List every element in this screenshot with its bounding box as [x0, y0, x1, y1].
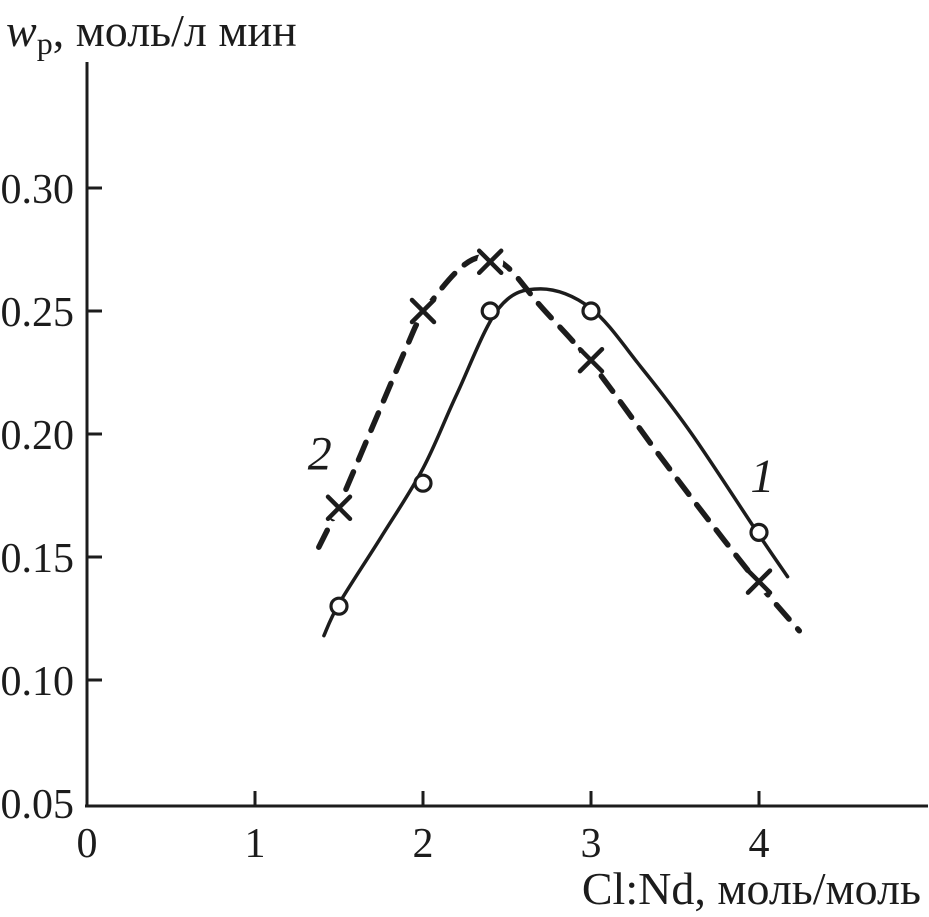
circle-marker: [749, 522, 769, 543]
series-2-label: 2: [308, 428, 332, 481]
y-axis-title: wp, моль/л мин: [6, 5, 297, 59]
y-tick-label: 0.15: [1, 536, 75, 582]
y-axis-units: , моль/л мин: [52, 5, 297, 56]
x-axis-title: Cl:Nd, моль/моль: [581, 863, 921, 914]
circle-marker: [329, 596, 349, 616]
y-tick-label: 0.30: [1, 167, 75, 213]
series-2-curve: [316, 254, 803, 634]
x-marker: [325, 494, 353, 522]
x-marker: [577, 346, 605, 374]
circle-marker: [480, 301, 500, 321]
y-tick-label: 0.05: [1, 782, 75, 828]
circle-marker: [581, 301, 601, 321]
x-tick-label: 1: [245, 821, 266, 867]
x-tick-label: 2: [413, 821, 434, 867]
x-tick-label: 4: [749, 821, 770, 867]
x-marker: [409, 297, 437, 325]
x-tick-label: 0: [77, 821, 98, 867]
y-axis-variable: w: [6, 5, 37, 56]
series-1-curve: [322, 287, 790, 638]
x-tick-label: 3: [581, 821, 602, 867]
y-tick-label: 0.20: [1, 413, 75, 459]
x-marker: [745, 568, 773, 595]
x-marker: [476, 248, 504, 276]
circle-marker: [413, 473, 433, 493]
y-tick-label: 0.25: [1, 290, 75, 336]
y-axis-variable-subscript: p: [36, 25, 53, 61]
series-1-label: 1: [750, 450, 774, 503]
y-tick-label: 0.10: [1, 659, 75, 705]
